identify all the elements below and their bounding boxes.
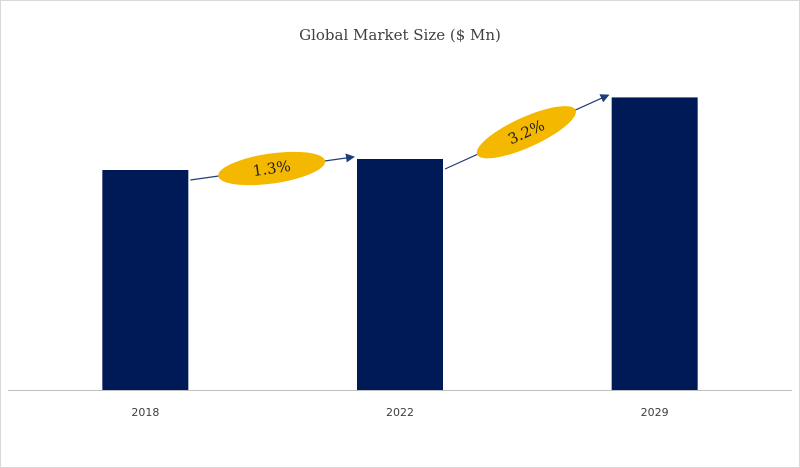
cagr-badge-1 [218,151,326,186]
x-tick-label-2018: 2018 [131,406,159,419]
cagr-label-1: 1.3% [252,157,292,180]
x-tick-label-2029: 2029 [641,406,669,419]
cagr-badge-2 [476,106,576,159]
chart-title: Global Market Size ($ Mn) [299,26,501,44]
bar-2029 [611,97,698,391]
x-tick-label-2022: 2022 [386,406,414,419]
bar-2018 [102,170,189,390]
bar-2022 [357,159,443,390]
